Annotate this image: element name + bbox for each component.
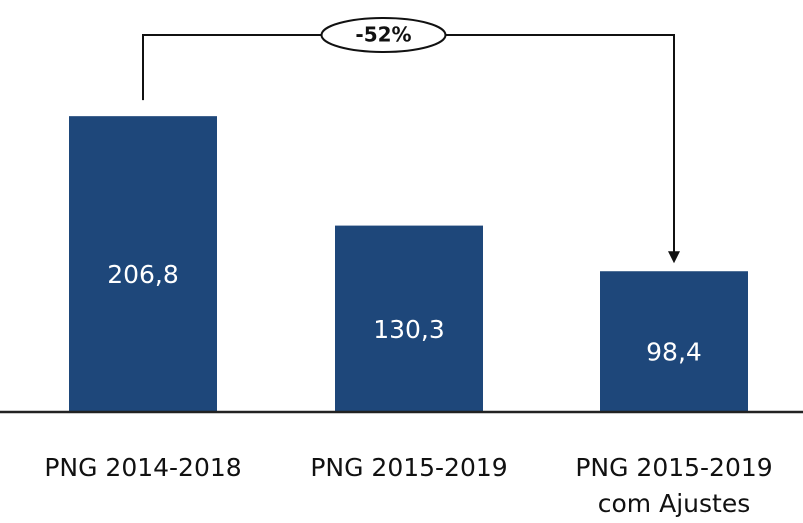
bar bbox=[600, 271, 748, 412]
value-label: 206,8 bbox=[107, 260, 179, 289]
bar bbox=[335, 225, 483, 412]
arrow-head bbox=[668, 251, 680, 264]
x-tick-label: PNG 2015-2019 bbox=[310, 453, 508, 482]
x-tick-label: PNG 2014-2018 bbox=[44, 453, 242, 482]
value-label: 98,4 bbox=[646, 338, 702, 367]
bar bbox=[69, 116, 217, 413]
value-label: 130,3 bbox=[373, 315, 445, 344]
annotation: -52% bbox=[355, 23, 411, 47]
annotation-bracket bbox=[142, 34, 675, 254]
annotation-bubble bbox=[320, 17, 447, 53]
x-tick-label: PNG 2015-2019 com Ajustes bbox=[575, 453, 773, 518]
